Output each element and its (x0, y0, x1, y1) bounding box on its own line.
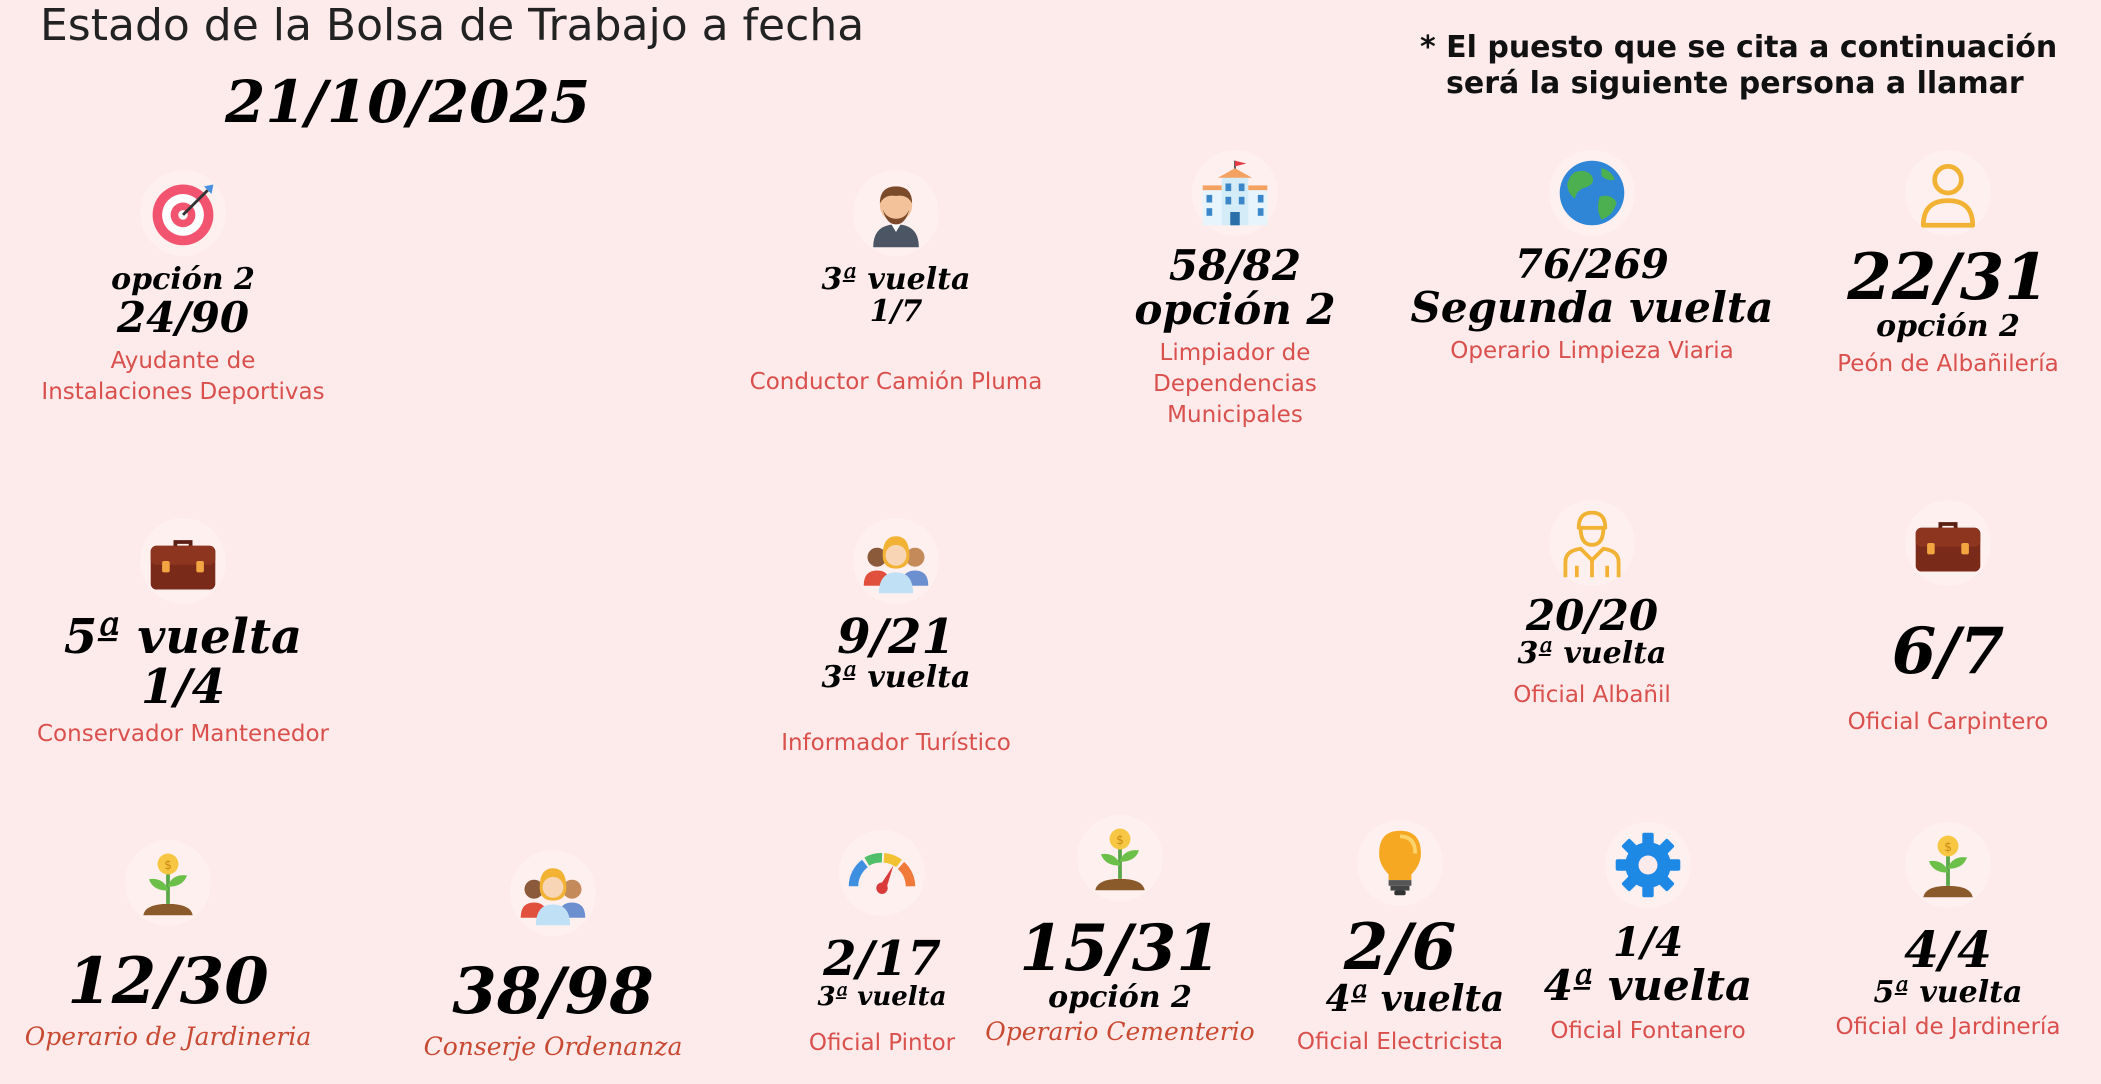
job-status-line: 12/30 (67, 944, 269, 1019)
job-status-line: 22/31 (1847, 240, 2049, 315)
job-status-line: 3ª vuelta (821, 262, 971, 297)
job-status-line: 4/4 (1904, 920, 1992, 979)
man-avatar-icon (853, 170, 939, 256)
job-status-line: 2/6 (1343, 910, 1457, 985)
job-status-line: 24/90 (116, 292, 250, 342)
job-status-line: Segunda vuelta (1410, 283, 1774, 332)
briefcase-icon (1905, 500, 1991, 586)
gauge-icon (839, 830, 925, 916)
job-title: Ayudante de Instalaciones Deportivas (41, 347, 325, 405)
target-icon (140, 170, 226, 256)
school-building-icon (1192, 150, 1278, 236)
job-status-line: 20/20 (1525, 591, 1659, 640)
job-status-line: opción 2 (1876, 309, 2020, 345)
sprout-icon: $ (1077, 815, 1163, 901)
gear-icon (1605, 822, 1691, 908)
job-title: Peón de Albañilería (1837, 350, 2059, 377)
svg-text:$: $ (1116, 833, 1124, 847)
job-card-operario-jardineria: $ 12/30 Operario de Jardineria (3, 840, 333, 1052)
job-card-operario-cementerio: $ 15/31 opción 2 Operario Cementerio (955, 815, 1285, 1047)
sprout-icon: $ (125, 840, 211, 926)
job-card-operario-limpieza-viaria: 76/269 Segunda vuelta Operario Limpieza … (1411, 150, 1773, 367)
job-card-ayudante-instalaciones: opción 2 24/90 Ayudante de Instalaciones… (18, 170, 348, 408)
job-card-limpiador-dependencias: 58/82 opción 2 Limpiador de Dependencias… (1070, 150, 1400, 431)
globe-icon (1549, 150, 1635, 236)
job-title: Oficial Pintor (808, 1029, 956, 1056)
job-title: Limpiador de Dependencias Municipales (1153, 340, 1317, 429)
note-line-1: * El puesto que se cita a continuación (1420, 30, 2058, 65)
job-title: Operario Cementerio (985, 1016, 1255, 1046)
job-status-line: 58/82 (1168, 241, 1302, 290)
job-card-oficial-carpintero: 6/7 Oficial Carpintero (1783, 500, 2101, 738)
briefcase-icon (140, 518, 226, 604)
job-status-line: 3ª vuelta (821, 660, 971, 696)
job-title: Oficial Albañil (1513, 681, 1671, 708)
job-status-line: opción 2 (1048, 980, 1192, 1016)
job-title: Oficial Fontanero (1550, 1018, 1746, 1045)
job-title: Oficial de Jardinería (1835, 1014, 2061, 1040)
job-card-oficial-pintor: 2/17 3ª vuelta Oficial Pintor (717, 830, 1047, 1059)
job-card-oficial-jardineria: $ 4/4 5ª vuelta Oficial de Jardinería (1783, 822, 2101, 1043)
next-call-note: * El puesto que se cita a continuación s… (1420, 30, 2060, 102)
job-title: Operario de Jardineria (24, 1022, 312, 1052)
group-people-icon (853, 518, 939, 604)
job-status-line: 76/269 (1515, 241, 1669, 288)
job-status-line: opción 2 (1134, 285, 1336, 335)
job-card-oficial-albanil: 20/20 3ª vuelta Oficial Albañil (1427, 500, 1757, 711)
job-status-line: 3ª vuelta (817, 982, 947, 1013)
group-people-icon (510, 850, 596, 936)
job-status-line: 1/4 (140, 659, 226, 716)
job-title: Oficial Electricista (1296, 1028, 1504, 1055)
page-date: 21/10/2025 (225, 68, 591, 136)
job-status-line: 1/7 (869, 293, 923, 329)
job-status-line: 4ª vuelta (1543, 961, 1753, 1010)
job-title: Informador Turístico (781, 729, 1011, 756)
job-card-oficial-electricista: 2/6 4ª vuelta Oficial Electricista (1235, 820, 1565, 1058)
svg-text:$: $ (1944, 840, 1952, 854)
job-title: Conservador Mantenedor (37, 720, 329, 747)
svg-text:$: $ (164, 858, 172, 872)
job-card-oficial-fontanero: 1/4 4ª vuelta Oficial Fontanero (1483, 822, 1813, 1047)
worker-outline-icon (1549, 500, 1635, 586)
job-title: Operario Limpieza Viaria (1450, 338, 1734, 365)
job-status-line: 3ª vuelta (1517, 636, 1667, 672)
job-status-line: 9/21 (837, 609, 955, 665)
page-title: Estado de la Bolsa de Trabajo a fecha (40, 0, 865, 51)
job-status-line: 6/7 (1891, 614, 2005, 689)
job-status-line: 2/17 (823, 931, 941, 987)
job-status-line: 38/98 (452, 954, 654, 1029)
job-title: Conserje Ordenanza (423, 1032, 683, 1062)
job-title: Conductor Camión Pluma (749, 369, 1043, 395)
job-card-conserje-ordenanza: 38/98 Conserje Ordenanza (388, 850, 718, 1062)
job-status-line: opción 2 (111, 262, 255, 297)
lightbulb-icon (1357, 820, 1443, 906)
job-card-informador-turistico: 9/21 3ª vuelta Informador Turístico (731, 518, 1061, 759)
job-status-line: 4ª vuelta (1325, 978, 1505, 1021)
job-card-conservador-mantenedor: 5ª vuelta 1/4 Conservador Mantenedor (18, 518, 348, 750)
job-status-line: 1/4 (1612, 919, 1684, 966)
job-status-line: 5ª vuelta (1873, 974, 2023, 1010)
job-card-peon-albanileria: 22/31 opción 2 Peón de Albañilería (1783, 150, 2101, 380)
job-card-conductor-camion: 3ª vuelta 1/7 Conductor Camión Pluma (731, 170, 1061, 398)
job-title: Oficial Carpintero (1847, 709, 2049, 736)
sprout-icon: $ (1905, 822, 1991, 908)
note-line-2: será la siguiente persona a llamar (1446, 66, 2024, 101)
job-status-line: 5ª vuelta (63, 609, 303, 665)
user-outline-icon (1905, 150, 1991, 236)
job-status-line: 15/31 (1019, 911, 1221, 986)
